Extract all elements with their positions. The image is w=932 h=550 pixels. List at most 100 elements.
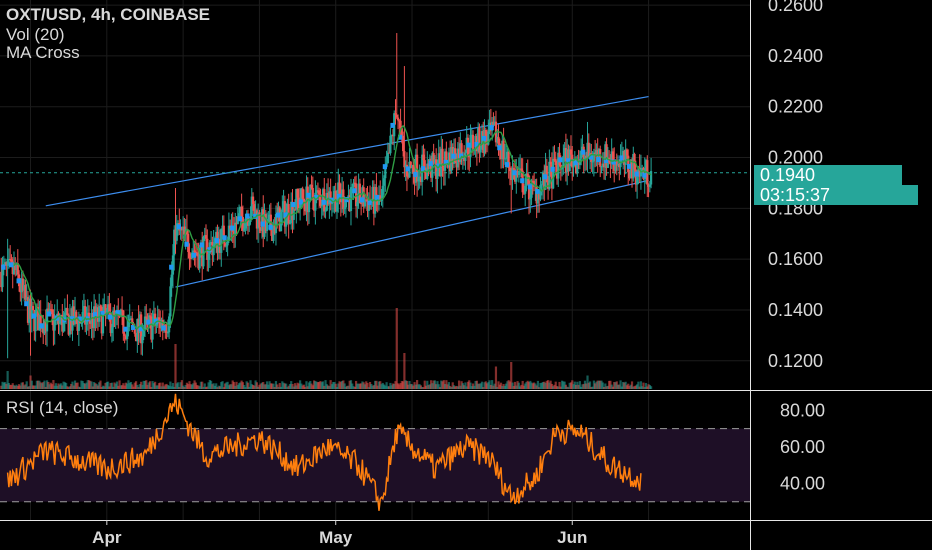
candle-body (550, 164, 554, 189)
candle-body (94, 306, 97, 318)
candle-body (648, 184, 651, 187)
volume-bar (418, 384, 421, 389)
volume-bar (536, 380, 540, 389)
volume-bar (382, 384, 386, 389)
volume-bar (29, 375, 32, 389)
candle-body (96, 307, 100, 322)
volume-bar (245, 381, 248, 389)
volume-bar (274, 381, 278, 389)
candle-body (601, 163, 604, 167)
volume-bar (197, 385, 200, 389)
candle-body (569, 149, 573, 155)
volume-bar (232, 382, 236, 389)
volume-bar (470, 386, 473, 389)
volume-bar (72, 385, 75, 389)
ma-block (527, 184, 532, 190)
candle-body (24, 285, 27, 300)
volume-bar (134, 381, 138, 389)
candle-body (240, 206, 243, 218)
candle-body (59, 315, 63, 321)
candle-body (235, 222, 238, 225)
candle-body (274, 214, 278, 234)
ma-block (230, 225, 235, 231)
candle-body (204, 235, 208, 239)
candle-body (600, 166, 603, 168)
candle-body (390, 134, 393, 136)
volume-bar (14, 385, 17, 389)
volume-bar (52, 380, 55, 389)
candle-body (66, 308, 69, 316)
candle-body (407, 176, 410, 178)
volume-bar (146, 384, 149, 389)
volume-bar (602, 387, 606, 389)
volume-bar (10, 385, 13, 389)
candle-body (366, 199, 369, 211)
volume-bar (636, 384, 639, 389)
volume-bar (19, 385, 22, 389)
candle-body (229, 225, 232, 229)
ma-block (283, 212, 288, 218)
volume-bar (0, 385, 3, 389)
candle-body (394, 113, 397, 115)
ma-block (291, 202, 296, 208)
candle-body (602, 163, 606, 168)
ma-block (253, 213, 258, 219)
ma-block (115, 310, 120, 316)
volume-bar (82, 383, 86, 389)
volume-bar (230, 384, 233, 389)
ma-block (359, 197, 365, 203)
price-tick-label: 0.1400 (768, 300, 823, 320)
volume-bar (71, 381, 74, 389)
candle-body (232, 231, 236, 235)
ma-block (69, 316, 75, 322)
volume-bar (457, 380, 461, 389)
volume-bar (127, 380, 130, 389)
volume-bar (54, 383, 58, 389)
candle-body (7, 258, 11, 260)
candle-body (196, 252, 199, 256)
ma-block (306, 192, 311, 198)
candle-body (241, 217, 244, 231)
volume-bar (34, 385, 37, 389)
volume-bar (363, 384, 367, 389)
volume-bar (389, 382, 392, 389)
volume-bar (151, 381, 154, 389)
volume-bar (209, 380, 213, 389)
volume-bar (521, 380, 524, 389)
candle-body (517, 171, 520, 175)
candle-body (6, 258, 9, 266)
candle-body (100, 306, 103, 334)
candle-body (503, 158, 506, 160)
volume-bar (188, 381, 191, 389)
volume-bar (545, 380, 548, 389)
volume-bar (215, 383, 218, 389)
candle-body (19, 286, 22, 293)
volume-bar (394, 381, 397, 389)
volume-bar (586, 375, 589, 389)
volume-bar (604, 383, 607, 389)
volume-bar (122, 383, 125, 389)
volume-bar (611, 386, 615, 389)
candle-body (72, 306, 75, 325)
ma-line-path (13, 124, 652, 332)
candle-body (23, 285, 26, 291)
candle-body (38, 314, 41, 331)
volume-bar (343, 383, 346, 389)
volume-bar (459, 385, 462, 389)
candle-body (299, 202, 302, 208)
candle-body (197, 255, 200, 269)
candle-body (508, 167, 512, 172)
candle-body (440, 148, 443, 177)
volume-bar (344, 386, 347, 389)
volume-bar (427, 385, 430, 389)
candle-body (48, 309, 51, 313)
volume-bar (506, 381, 509, 389)
candle-body (363, 199, 367, 207)
candle-body (501, 140, 504, 160)
volume-bar (154, 381, 157, 389)
candle-body (559, 164, 562, 170)
volume-bar (555, 386, 559, 389)
ma-block (176, 224, 181, 230)
volume-bar (384, 385, 387, 389)
volume-bar (346, 385, 349, 389)
